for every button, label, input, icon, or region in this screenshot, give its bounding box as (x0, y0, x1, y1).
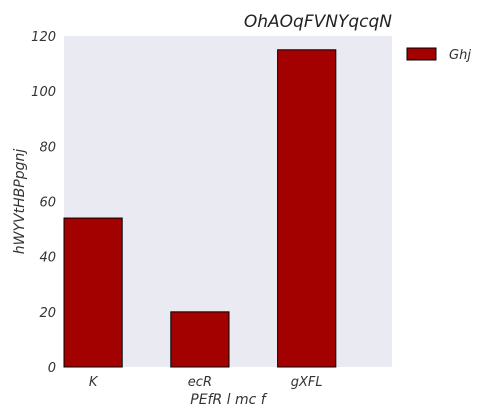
y-axis-label: hWYVtHBPpgnj (12, 149, 28, 255)
y-tick-label: 100 (31, 85, 56, 100)
y-tick-label: 0 (48, 361, 56, 376)
y-tick-label: 40 (39, 251, 56, 266)
y-tick-label: 60 (39, 196, 56, 211)
bar-ecR (171, 312, 229, 367)
bar-K (64, 218, 122, 367)
x-tick-label: gXFL (291, 375, 323, 390)
x-tick-label: K (89, 375, 99, 390)
legend: Ghj (407, 48, 471, 63)
y-tick-label: 120 (31, 30, 56, 45)
legend-swatch (407, 48, 436, 60)
bar-gXFL (278, 50, 336, 367)
x-axis-label: PEfR l mc f (190, 392, 268, 408)
legend-label: Ghj (449, 48, 471, 63)
y-tick-label: 20 (39, 306, 56, 321)
x-tick-label: ecR (188, 375, 212, 390)
y-tick-label: 80 (39, 140, 56, 155)
chart-title: OhAOqFVNYqcqN (244, 12, 392, 32)
y-axis-ticks: 0 20 40 60 80 100 120 (31, 30, 56, 376)
